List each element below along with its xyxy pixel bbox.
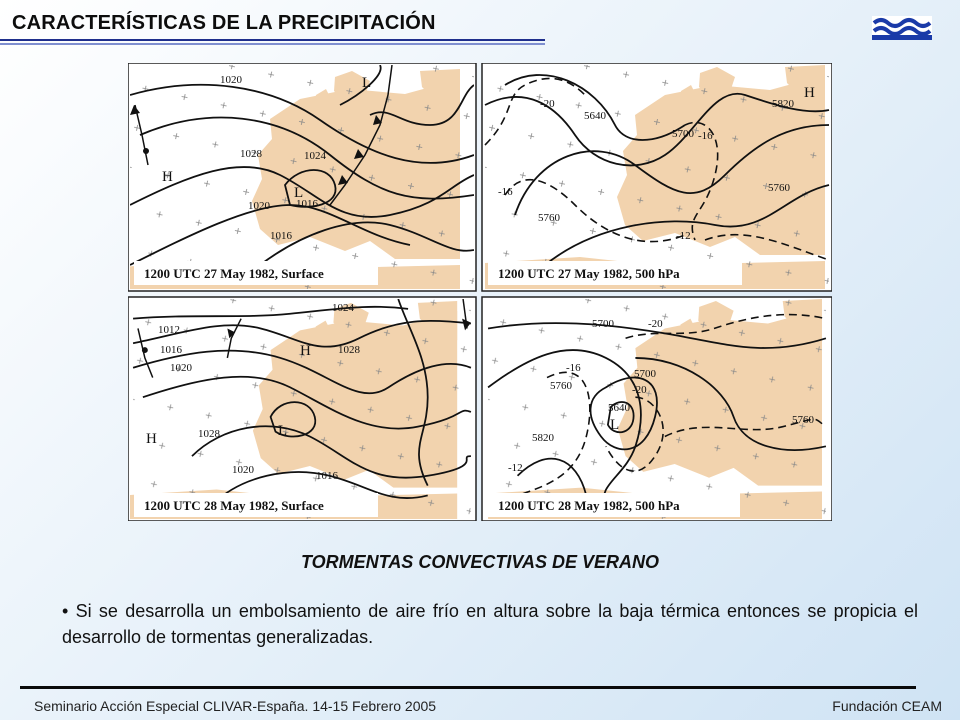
map-caption: 1200 UTC 27 May 1982, 500 hPa — [498, 266, 680, 281]
map-label: 5700 — [672, 128, 695, 140]
map-panel-500hpa-27: -20 5640 5820 H 5700 -16 -16 5760 5760 -… — [481, 63, 832, 292]
map-caption: 1200 UTC 27 May 1982, Surface — [144, 266, 324, 281]
map-label: 5640 — [584, 110, 607, 122]
map-label: L — [294, 185, 303, 201]
map-caption: 1200 UTC 28 May 1982, 500 hPa — [498, 498, 680, 513]
map-label: 1028 — [338, 344, 361, 356]
map-label: 1024 — [332, 302, 355, 314]
map-label: -20 — [632, 384, 647, 396]
map-label: 5760 — [792, 414, 815, 426]
map-label: 1016 — [316, 470, 339, 482]
map-label: 5700 — [592, 318, 615, 330]
map-caption: 1200 UTC 28 May 1982, Surface — [144, 498, 324, 513]
map-label: -20 — [540, 98, 555, 110]
footer-left: Seminario Acción Especial CLIVAR-España.… — [34, 698, 437, 714]
map-label: 1020 — [232, 464, 255, 476]
map-label: 1020 — [220, 74, 243, 86]
map-label: 1028 — [198, 428, 221, 440]
map-panel-surface-27: 1020 L 1028 1024 H L 1016 1020 1016 1200… — [128, 63, 477, 292]
map-label: H — [300, 343, 311, 359]
map-label: -16 — [566, 362, 581, 374]
section-subtitle: TORMENTAS CONVECTIVAS DE VERANO — [300, 552, 660, 572]
map-label: 1020 — [170, 362, 193, 374]
map-label: 5700 — [634, 368, 657, 380]
slide-title: CARACTERÍSTICAS DE LA PRECIPITACIÓN — [12, 12, 436, 34]
map-panel-surface-28: 1024 1012 1016 H 1028 1020 H 1028 L 1020… — [128, 296, 477, 521]
map-label: L — [362, 75, 371, 91]
map-label: 1016 — [270, 230, 293, 242]
map-panel-500hpa-28: 5700 -20 -16 5760 5700 -20 5640 L 5820 -… — [481, 296, 832, 521]
map-label: 1028 — [240, 148, 263, 160]
map-label: L — [610, 417, 619, 433]
map-label: 5820 — [772, 98, 795, 110]
map-label: 1024 — [304, 150, 327, 162]
map-label: L — [278, 423, 287, 439]
map-label: 1020 — [248, 200, 271, 212]
map-label: 5820 — [532, 432, 555, 444]
map-label: -20 — [648, 318, 663, 330]
map-label: -12 — [676, 230, 691, 242]
map-label: H — [162, 169, 173, 185]
map-label: 5760 — [768, 182, 791, 194]
wave-logo-icon — [872, 16, 932, 40]
map-label: H — [804, 85, 815, 101]
map-label: -12 — [508, 462, 523, 474]
map-label: -16 — [498, 186, 513, 198]
map-label: 1016 — [296, 198, 319, 210]
map-label: 5640 — [608, 402, 631, 414]
map-label: 5760 — [538, 212, 561, 224]
map-label: 1012 — [158, 324, 180, 336]
footer-right: Fundación CEAM — [832, 698, 942, 714]
bullet-text: • Si se desarrolla un embolsamiento de a… — [62, 601, 918, 647]
map-label: 1016 — [160, 344, 183, 356]
map-label: 5760 — [550, 380, 573, 392]
footer-rule — [20, 686, 916, 689]
synoptic-maps: 1020 L 1028 1024 H L 1016 1020 1016 1200… — [128, 63, 832, 521]
title-underline — [0, 39, 545, 45]
map-label: H — [146, 431, 157, 447]
map-label: -16 — [698, 130, 713, 142]
